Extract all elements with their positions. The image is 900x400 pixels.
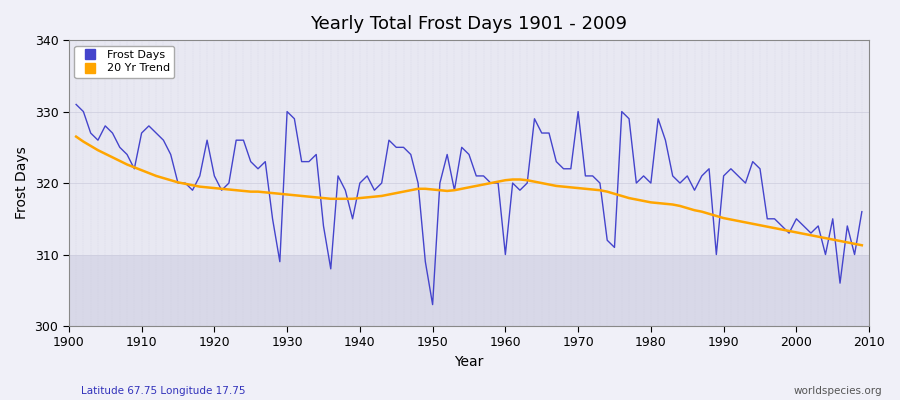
Y-axis label: Frost Days: Frost Days bbox=[15, 147, 29, 220]
Text: Latitude 67.75 Longitude 17.75: Latitude 67.75 Longitude 17.75 bbox=[81, 386, 246, 396]
Title: Yearly Total Frost Days 1901 - 2009: Yearly Total Frost Days 1901 - 2009 bbox=[310, 15, 627, 33]
Bar bbox=[68, 40, 869, 254]
Bar bbox=[68, 254, 869, 326]
Text: worldspecies.org: worldspecies.org bbox=[794, 386, 882, 396]
X-axis label: Year: Year bbox=[454, 355, 483, 369]
Legend: Frost Days, 20 Yr Trend: Frost Days, 20 Yr Trend bbox=[75, 46, 175, 78]
